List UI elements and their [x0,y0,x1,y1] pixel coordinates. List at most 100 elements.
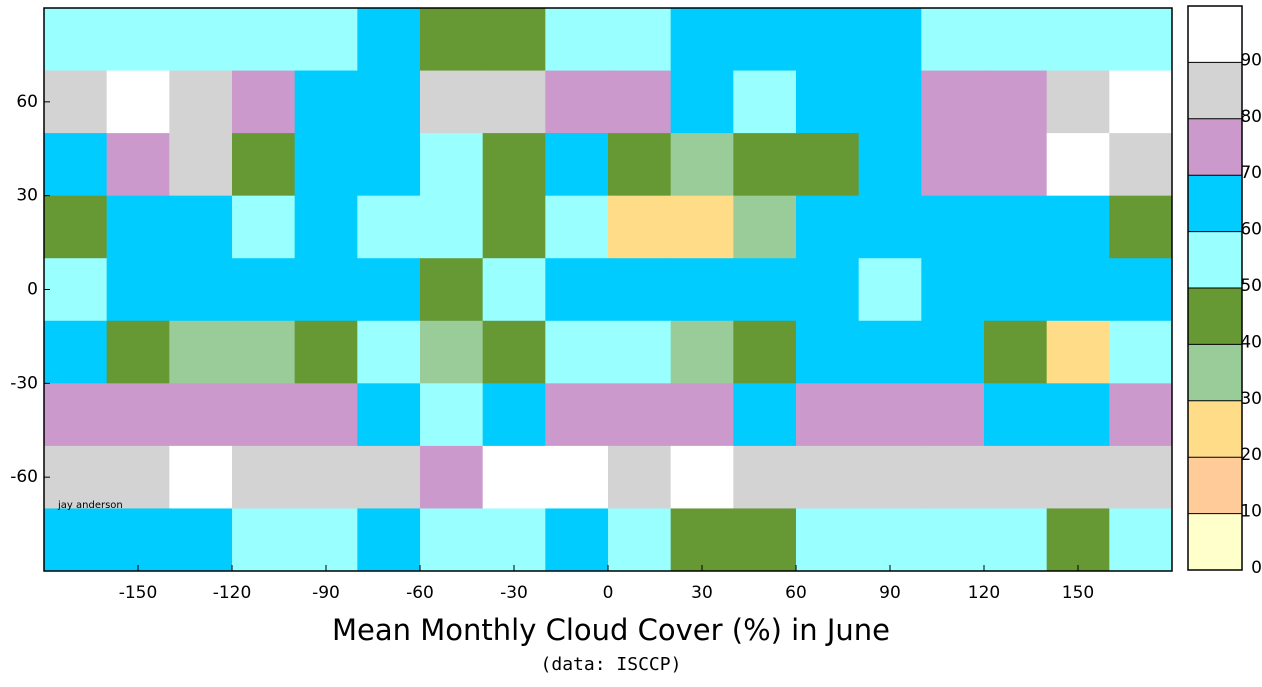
cloud-cell [420,383,484,447]
cloud-cell [545,133,609,197]
cloud-cell [858,258,922,322]
cloud-cell [608,70,672,134]
cloud-cell [796,258,860,322]
cloud-cell [1109,195,1173,259]
cloud-cell [733,445,797,509]
cloud-cell [169,258,233,322]
cloud-cell [294,195,358,259]
cloud-cell [1046,445,1110,509]
cloud-cell [482,8,546,72]
colorbar-band [1188,6,1242,63]
colorbar-tick-label: 10 [1240,502,1262,522]
cloud-cell [169,8,233,72]
cloud-cell [294,445,358,509]
colorbar-tick-label: 50 [1240,276,1262,296]
cloud-cell [420,8,484,72]
cloud-cell [858,195,922,259]
cloud-cell [984,195,1048,259]
cloud-cell [921,508,985,572]
cloud-cell [44,445,108,509]
cloud-cell [357,195,421,259]
cloud-cell [169,70,233,134]
cloud-cell [357,383,421,447]
cloud-cell [169,195,233,259]
y-tick-label: -60 [10,467,38,487]
cloud-cell [420,258,484,322]
cloud-cell [796,8,860,72]
colorbar-band [1188,400,1242,458]
x-tick-label: -120 [213,583,252,603]
cloud-cell [984,508,1048,572]
cloud-cell [1109,445,1173,509]
cloud-cell [733,8,797,72]
cloud-cell [984,70,1048,134]
colorbar-tick-label: 40 [1240,332,1262,352]
colorbar-frame [1187,5,1243,571]
cloud-cell [482,258,546,322]
cloud-cell [232,195,296,259]
cloud-cell [921,258,985,322]
chart-subtitle: (data: ISCCP) [541,654,682,675]
cloud-cell [106,383,170,447]
cloud-cell [420,133,484,197]
cloud-cell [1046,383,1110,447]
cloud-cell [608,133,672,197]
cloud-cell [294,320,358,384]
cloud-cell [608,195,672,259]
cloud-cell [796,445,860,509]
cloud-cell [44,70,108,134]
cloud-cell [796,508,860,572]
cloud-cell [106,195,170,259]
colorbar-tick-label: 90 [1240,50,1262,70]
cloud-cell [420,445,484,509]
y-tick-label: 30 [16,186,38,206]
map-frame [43,7,1173,572]
cloud-cell [608,383,672,447]
colorbar-band [1188,288,1242,345]
cloud-cell [545,258,609,322]
cloud-cell [921,195,985,259]
cloud-cell [1046,70,1110,134]
cloud-cell [420,70,484,134]
cloud-cell [357,320,421,384]
cloud-cell [106,320,170,384]
cloud-cell [294,70,358,134]
cloud-cell [670,258,734,322]
cloud-cell [984,445,1048,509]
x-tick-label: 90 [879,583,901,603]
cloud-cell [44,508,108,572]
colorbar-tick-label: 0 [1251,558,1262,578]
cloud-cell [545,508,609,572]
cloud-cell [858,320,922,384]
credit: jay anderson [57,500,123,511]
y-tick-label: 60 [16,92,38,112]
cloud-cell [357,133,421,197]
x-tick-label: -90 [312,583,340,603]
cloud-cell [169,133,233,197]
cloud-cell [420,320,484,384]
cloud-cell [858,508,922,572]
cloud-cell [670,508,734,572]
cloud-cell [984,320,1048,384]
cloud-cell [357,258,421,322]
cloud-cell [482,508,546,572]
colorbar-tick-label: 80 [1240,107,1262,127]
cloud-cell [796,320,860,384]
x-tick-label: -30 [500,583,528,603]
x-tick-label: -60 [406,583,434,603]
cloud-cell [545,8,609,72]
cloud-cell [1046,320,1110,384]
cloud-cell [106,258,170,322]
cloud-cell [44,258,108,322]
cloud-cell [984,8,1048,72]
colorbar-band [1188,457,1242,514]
cloud-cell [921,383,985,447]
cloud-cell [106,70,170,134]
cloud-cell [232,8,296,72]
x-tick-label: 60 [785,583,807,603]
cloud-cell [169,383,233,447]
colorbar-tick-label: 70 [1240,163,1262,183]
cloud-cell [44,133,108,197]
cloud-cell [357,508,421,572]
